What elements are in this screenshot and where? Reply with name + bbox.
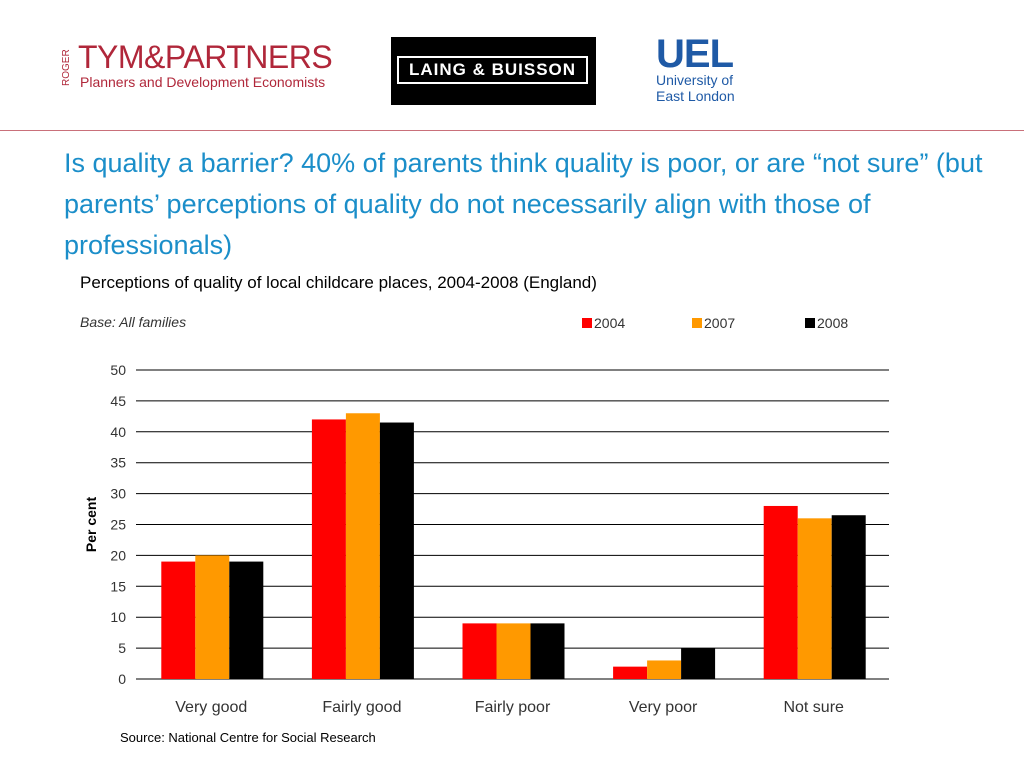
y-tick-label: 25 xyxy=(110,517,126,533)
bar-not-sure-2008 xyxy=(831,515,866,679)
bar-fairly-poor-2008 xyxy=(530,623,565,679)
bar-fairly-good-2007 xyxy=(345,413,380,679)
base-note: Base: All families xyxy=(80,314,186,330)
bar-fairly-good-2008 xyxy=(379,422,414,679)
y-tick-label: 50 xyxy=(110,362,126,378)
y-tick-label: 30 xyxy=(110,486,126,502)
uel-logo-line2: East London xyxy=(656,88,735,104)
y-tick-label: 5 xyxy=(118,640,126,656)
x-tick-label: Fairly good xyxy=(322,699,401,716)
tym-partners-logo: ROGER TYM&PARTNERS Planners and Developm… xyxy=(61,39,352,96)
uel-logo: UEL University of East London xyxy=(656,32,766,110)
tym-logo-prefix: ROGER xyxy=(61,49,72,87)
legend-swatch-2004 xyxy=(582,318,592,328)
bar-not-sure-2004 xyxy=(763,505,798,679)
legend-label-2007: 2007 xyxy=(704,315,735,331)
y-tick-label: 15 xyxy=(110,578,126,594)
bar-very-poor-2008 xyxy=(681,648,716,679)
chart-title: Perceptions of quality of local childcar… xyxy=(80,273,597,292)
bar-fairly-poor-2004 xyxy=(462,623,497,679)
source-note: Source: National Centre for Social Resea… xyxy=(120,730,376,745)
bar-not-sure-2007 xyxy=(797,518,832,679)
laing-buisson-logo: LAING & BUISSON xyxy=(391,37,596,105)
y-tick-label: 40 xyxy=(110,424,126,440)
slide-headline: Is quality a barrier? 40% of parents thi… xyxy=(64,148,983,260)
bar-fairly-poor-2007 xyxy=(496,623,531,679)
laing-buisson-logo-text: LAING & BUISSON xyxy=(397,56,588,84)
bar-fairly-good-2004 xyxy=(311,419,346,679)
y-tick-label: 45 xyxy=(110,393,126,409)
bar-very-good-2004 xyxy=(161,561,196,679)
tym-logo-name: TYM&PARTNERS xyxy=(78,39,333,75)
legend-swatch-2008 xyxy=(805,318,815,328)
y-tick-label: 20 xyxy=(110,547,126,563)
y-axis-label: Per cent xyxy=(83,497,99,553)
x-tick-label: Very good xyxy=(175,699,247,716)
x-tick-label: Fairly poor xyxy=(475,699,551,716)
uel-logo-abbr: UEL xyxy=(656,32,734,76)
y-tick-label: 0 xyxy=(118,671,126,687)
bar-very-good-2008 xyxy=(229,561,264,679)
uel-logo-line1: University of xyxy=(656,72,734,88)
tym-logo-tagline: Planners and Development Economists xyxy=(80,74,326,90)
legend-label-2004: 2004 xyxy=(594,315,625,331)
legend-label-2008: 2008 xyxy=(817,315,848,331)
bar-very-poor-2007 xyxy=(647,660,682,679)
bar-chart: 0 5 10 15 20 25 30 35 40 45 50 Per cent Base: All fa… xyxy=(80,314,889,716)
bar-very-poor-2004 xyxy=(613,666,648,679)
y-tick-label: 35 xyxy=(110,455,126,471)
y-tick-label: 10 xyxy=(110,609,126,625)
header-divider xyxy=(0,130,1024,131)
bar-very-good-2007 xyxy=(195,555,230,679)
legend-swatch-2007 xyxy=(692,318,702,328)
x-tick-label: Not sure xyxy=(783,699,844,716)
x-tick-label: Very poor xyxy=(629,699,698,716)
